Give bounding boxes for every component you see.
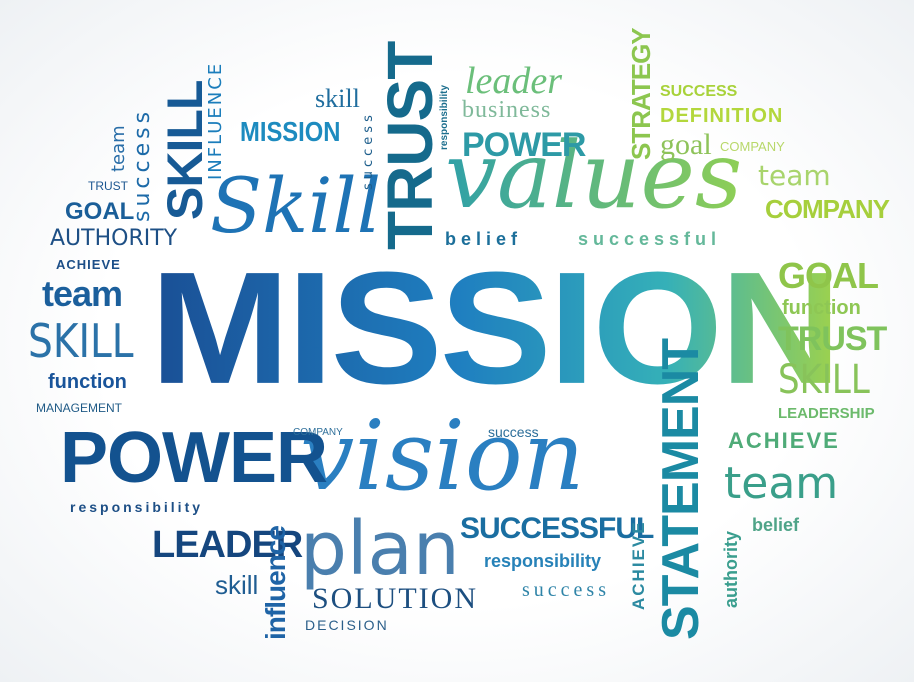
word-goal-left: GOAL <box>65 198 135 225</box>
word-function-right: function <box>782 297 861 319</box>
word-decision: DECISION <box>305 617 389 633</box>
word-team-left: team <box>42 273 123 314</box>
word-skill-bottom: skill <box>215 570 259 600</box>
word-achieve-vertical: ACHIEVE <box>629 520 648 610</box>
word-team-right: team <box>724 458 839 509</box>
word-skill-script: Skill <box>210 161 382 250</box>
word-vision: vision <box>300 400 585 512</box>
word-goal-top-right: goal <box>660 128 712 161</box>
word-leader-top: leader <box>465 60 563 102</box>
word-belief: belief <box>445 229 523 249</box>
word-achieve-right: ACHIEVE <box>728 428 840 453</box>
word-trust-right: TRUST <box>778 320 887 358</box>
word-belief-right: belief <box>752 515 800 535</box>
word-leader-bottom: LEADER <box>152 524 303 566</box>
word-mission-small: MISSION <box>240 116 341 147</box>
word-responsibility-bottom: responsibility <box>484 551 602 571</box>
word-company-top-right: COMPANY <box>720 139 785 154</box>
word-influence-vertical: INFLUENCE <box>205 61 226 180</box>
word-power-blue: POWER <box>60 418 328 498</box>
word-strategy-vertical: STRATEGY <box>626 28 656 160</box>
word-skill-left: SKILL <box>28 314 134 368</box>
word-team-top-right: team <box>758 159 831 192</box>
word-success-vertical-left: success <box>130 107 155 222</box>
word-definition: DEFINITION <box>660 105 784 127</box>
word-company-small: COMPANY <box>293 427 343 438</box>
word-power-top: POWER <box>462 126 586 164</box>
word-team-vertical-left: team <box>108 125 129 172</box>
word-success-top-right: SUCCESS <box>660 83 738 100</box>
word-function-left: function <box>48 371 127 393</box>
word-successful-bottom: SUCCESSFUL <box>460 512 654 545</box>
word-skill-right: SKILL <box>778 357 870 403</box>
word-achieve-left: ACHIEVE <box>56 257 121 272</box>
word-leadership: LEADERSHIP <box>778 405 875 422</box>
word-responsibility-left: responsibility <box>70 499 204 515</box>
word-plan: plan <box>300 506 460 592</box>
word-solution: SOLUTION <box>312 582 478 615</box>
word-trust-vertical: TRUST <box>374 41 446 250</box>
word-skill-top: skill <box>315 84 360 113</box>
word-trust-tiny: TRUST <box>88 179 128 193</box>
word-authority-vertical: authority <box>721 530 741 608</box>
word-company-right: COMPANY <box>765 194 890 224</box>
word-influence-vertical-bottom: influence <box>260 526 291 640</box>
word-values: values <box>445 122 743 229</box>
word-successful-row: successful <box>578 229 722 249</box>
word-responsibility-vertical-top: responsibility <box>439 84 450 150</box>
word-success-bottom: success <box>522 579 610 601</box>
word-skill-vertical: SKILL <box>157 80 213 220</box>
word-success-small: success <box>488 424 539 440</box>
word-business: business <box>462 97 552 123</box>
word-mission-main: MISSION <box>150 238 841 418</box>
word-goal-right: GOAL <box>778 255 879 296</box>
word-statement-vertical: STATEMENT <box>652 338 710 640</box>
word-authority: AUTHORITY <box>50 226 178 251</box>
word-management: MANAGEMENT <box>36 401 123 415</box>
word-success-vertical-top: success <box>361 111 376 190</box>
